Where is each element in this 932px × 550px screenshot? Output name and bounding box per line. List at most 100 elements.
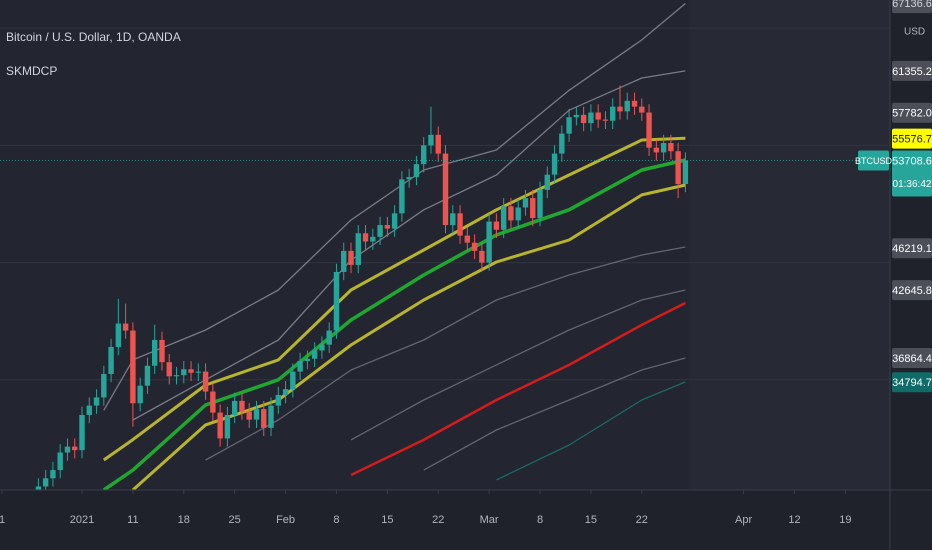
- candle-body: [333, 271, 340, 331]
- candle-body: [450, 213, 456, 226]
- candle-body: [406, 177, 412, 180]
- candle-body: [341, 250, 347, 272]
- price-label-box: [892, 280, 932, 301]
- candle-body: [602, 119, 609, 121]
- candle-body: [348, 250, 354, 265]
- price-label: 36864.4: [892, 353, 932, 365]
- candle-body: [210, 391, 216, 413]
- price-label-box: [892, 347, 932, 368]
- candle-body: [530, 198, 536, 219]
- candle-body: [35, 486, 42, 490]
- candle-body: [384, 225, 391, 229]
- candle-body: [202, 371, 209, 392]
- candle-body: [653, 147, 660, 153]
- candle-body: [50, 470, 56, 479]
- candle-body: [159, 339, 165, 363]
- x-tick-label: 18: [178, 514, 190, 526]
- candle-body: [173, 375, 180, 377]
- candle-body: [595, 112, 601, 120]
- candle-body: [391, 213, 398, 229]
- candle-body: [115, 323, 122, 347]
- indicator-line: [102, 136, 686, 462]
- price-label: 46219.1: [892, 243, 932, 255]
- indicator-line: [350, 289, 686, 441]
- candle-body: [435, 134, 441, 154]
- candle-body: [370, 236, 376, 242]
- candle-body: [551, 153, 558, 175]
- candle-body: [231, 400, 238, 415]
- candle-body: [420, 145, 427, 165]
- last-price-box: [892, 150, 932, 197]
- candle-body: [246, 411, 252, 420]
- candle-body: [464, 235, 471, 243]
- candle-body: [508, 206, 514, 221]
- indicator-line: [103, 3, 686, 411]
- candle-body: [239, 400, 245, 412]
- candle-body: [181, 369, 187, 376]
- candle-body: [152, 339, 158, 366]
- candle-body: [588, 112, 594, 124]
- candle-body: [275, 395, 281, 406]
- candle-body: [261, 409, 267, 428]
- x-tick-label: 25: [229, 514, 241, 526]
- x-tick-label: Feb: [276, 514, 295, 526]
- price-label-box: [892, 102, 932, 123]
- price-label: 61355.2: [892, 66, 932, 78]
- candle-body: [617, 106, 623, 112]
- candle-body: [624, 100, 630, 112]
- candle-body: [413, 164, 420, 178]
- candle-body: [522, 198, 529, 208]
- candle-body: [304, 358, 311, 362]
- candle-body: [544, 174, 550, 190]
- candle-body: [537, 189, 543, 219]
- x-tick-label: 12: [788, 514, 800, 526]
- candle-body: [108, 346, 114, 374]
- x-tick-label: Mar: [480, 514, 499, 526]
- candle-body: [660, 143, 667, 153]
- candle-body: [442, 153, 449, 226]
- price-label-box: [892, 60, 932, 81]
- candle-body: [326, 330, 332, 345]
- price-label-box: [892, 372, 932, 393]
- symbol-tag: BTCUSD: [855, 156, 893, 166]
- symbol-title: Bitcoin / U.S. Dollar, 1D, OANDA: [6, 30, 181, 44]
- candle-body: [137, 385, 143, 404]
- candle-body: [566, 117, 572, 134]
- candle-body: [319, 344, 325, 351]
- candle-body: [580, 114, 587, 124]
- x-tick-label: 8: [333, 514, 339, 526]
- price-label-box: [892, 0, 932, 14]
- candle-body: [42, 478, 49, 487]
- candle-body: [101, 373, 107, 398]
- x-tick-label: 15: [585, 514, 597, 526]
- x-tick-label: 8: [537, 514, 543, 526]
- indicator-line: [102, 158, 686, 490]
- candle-body: [268, 405, 274, 428]
- x-tick-label: Apr: [735, 514, 752, 526]
- x-tick-label: 11: [127, 514, 138, 526]
- candle-body: [122, 323, 129, 331]
- candle-body: [457, 213, 463, 236]
- candle-body: [493, 221, 500, 230]
- candle-body: [93, 397, 100, 406]
- candle-body: [610, 106, 616, 121]
- candle-body: [79, 414, 85, 451]
- price-label: 67136.6: [892, 0, 932, 10]
- indicator-line: [496, 381, 686, 481]
- x-tick-label: 22: [432, 514, 444, 526]
- candle-body: [646, 112, 652, 148]
- candle-body: [631, 100, 638, 107]
- x-tick-label: 19: [839, 514, 851, 526]
- candle-body: [668, 143, 674, 152]
- indicator-name: SKMDCP: [6, 64, 57, 78]
- future-area: [689, 0, 890, 490]
- price-label-box: [892, 128, 932, 149]
- candle-body: [290, 371, 296, 390]
- candle-body: [355, 233, 361, 265]
- candle-body: [217, 412, 223, 439]
- candle-body: [253, 409, 260, 420]
- indicator-line: [205, 246, 686, 461]
- candle-body: [500, 206, 507, 230]
